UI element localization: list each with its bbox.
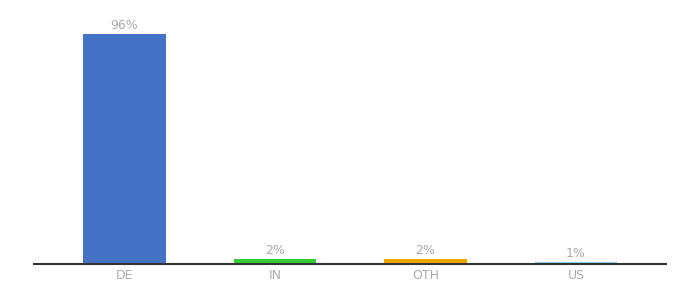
Text: 2%: 2%	[265, 244, 285, 257]
Bar	[384, 259, 467, 264]
Text: 2%: 2%	[415, 244, 435, 257]
Bar	[83, 34, 166, 264]
Text: 96%: 96%	[110, 19, 138, 32]
Bar	[534, 262, 617, 264]
Bar	[233, 259, 316, 264]
Text: 1%: 1%	[566, 247, 586, 260]
